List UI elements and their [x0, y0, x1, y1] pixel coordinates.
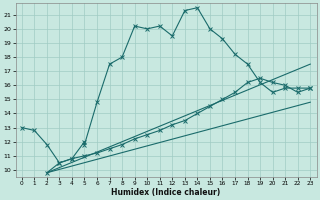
- X-axis label: Humidex (Indice chaleur): Humidex (Indice chaleur): [111, 188, 221, 197]
